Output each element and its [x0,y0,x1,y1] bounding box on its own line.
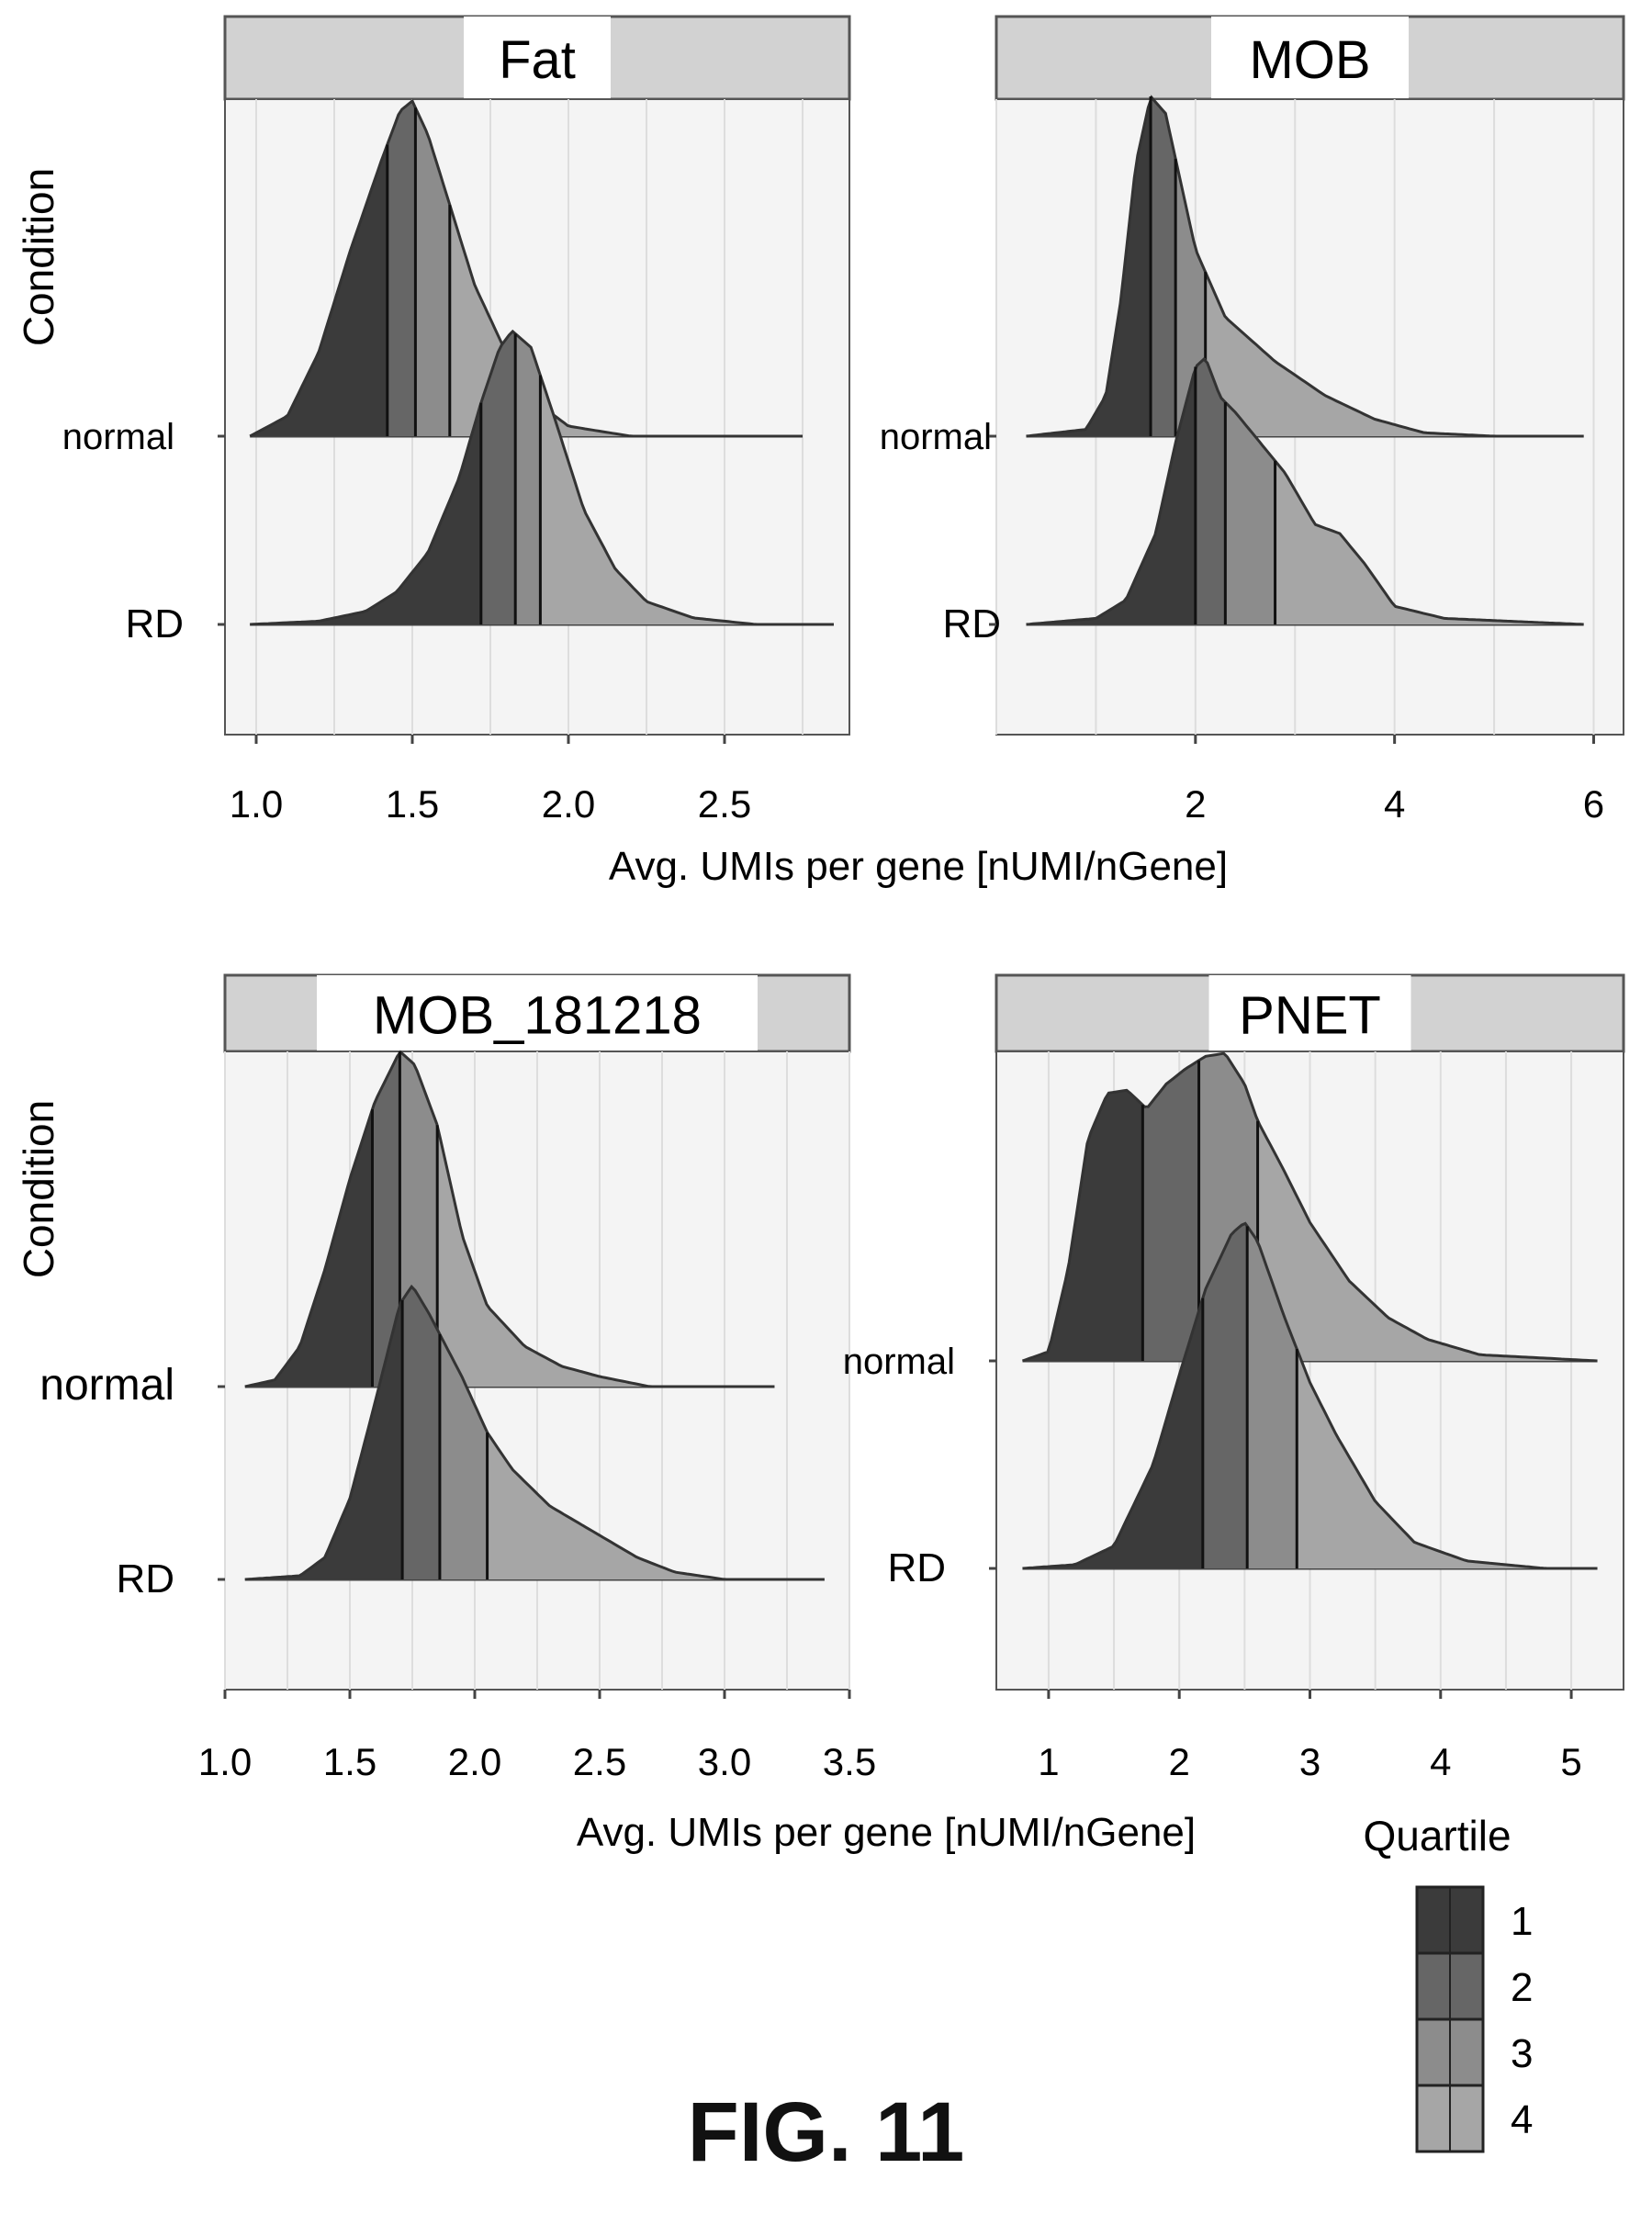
facet-title: MOB_181218 [373,986,702,1046]
quartile-2-area [402,1286,440,1579]
ridge-rd: RD [125,329,834,646]
y-axis-label-bottom: Condition [15,1100,62,1278]
x-tick-label: 1.0 [198,1740,252,1783]
ridge-rd: RD [942,356,1584,646]
panel-pnet: PNET normal RD 1 2 3 4 5 [843,973,1625,1783]
legend-label-4: 4 [1511,2097,1533,2142]
quartile-2-area [387,101,416,437]
density-outline [1026,356,1584,626]
x-tick-label: 2.5 [573,1740,626,1783]
x-tick-label: 2.0 [542,782,595,826]
x-axis-label-top: Avg. UMIs per gene [nUMI/nGene] [609,844,1228,889]
quartile-1-area [1026,366,1196,624]
x-tick-label: 2 [1185,782,1206,826]
x-tick-label: 3.5 [823,1740,876,1783]
x-tick-label: 1.5 [386,782,439,826]
quartile-4-area [1275,460,1584,624]
row-label-normal: normal [843,1342,955,1382]
x-tick-label: 3.0 [698,1740,751,1783]
quartile-1-area [244,1109,373,1387]
facet-title: MOB [1249,30,1370,90]
quartile-3-area [1247,1226,1298,1568]
quartile-2-area [1195,357,1226,624]
quartile-4-area [437,1125,775,1387]
x-tick-label: 2.0 [448,1740,501,1783]
quartile-3-area [439,1333,488,1579]
quartile-1-area [1022,1298,1203,1568]
legend-label-1: 1 [1511,1899,1533,1944]
quartile-4-area [1205,272,1584,436]
ridge-normal: normal [39,1050,775,1410]
facet-title-box [464,17,611,99]
row-label-normal: normal [39,1361,174,1410]
density-outline [1026,95,1584,438]
quartile-4-area [1257,1120,1598,1361]
legend-title: Quartile [1363,1812,1511,1860]
quartile-3-area [515,333,541,624]
row-label-rd: RD [887,1545,946,1590]
quartile-4-area [540,375,834,624]
facet-title-box [1211,17,1409,99]
legend-label-3: 3 [1511,2031,1533,2076]
figure-label: FIG. 11 [687,2085,965,2179]
quartile-2-area [1142,1060,1199,1361]
quartile-1-area [1022,1090,1143,1361]
facet-title-box [1208,975,1411,1051]
x-tick-label: 2 [1169,1740,1190,1783]
x-tick-label: 3 [1299,1740,1320,1783]
facet-title-box [317,975,758,1051]
density-outline [1021,1051,1598,1363]
quartile-3-area [415,107,450,437]
quartile-2-area [1151,96,1176,436]
x-tick-label: 4 [1430,1740,1451,1783]
quartile-2-area [372,1051,400,1387]
row-label-normal: normal [880,417,992,457]
x-tick-label: 1 [1038,1740,1059,1783]
row-label-rd: RD [116,1556,174,1601]
facet-title: Fat [499,30,576,90]
ridge-rd: RD [116,1284,825,1601]
quartile-1-area [250,402,481,624]
quartile-3-area [1225,402,1276,624]
legend: Quartile 1 2 3 4 [1363,1812,1533,2153]
x-tick-label: 4 [1384,782,1405,826]
row-label-normal: normal [62,417,174,457]
x-tick-label: 5 [1560,1740,1581,1783]
quartile-1-area [1026,96,1151,436]
density-outline [244,1050,775,1388]
x-axis-label-bottom: Avg. UMIs per gene [nUMI/nGene] [577,1810,1196,1855]
ridge-rd: RD [887,1221,1598,1590]
quartile-1-area [250,144,388,436]
quartile-2-area [1202,1223,1248,1568]
facet-title: PNET [1239,986,1381,1046]
ridge-normal: normal [843,1051,1598,1382]
x-tick-label: 1.0 [230,782,283,826]
density-outline [244,1284,825,1581]
x-tick-label: 2.5 [698,782,751,826]
quartile-2-area [480,331,516,624]
y-axis-label-top: Condition [15,168,62,346]
legend-label-2: 2 [1511,1965,1533,2010]
density-outline [1022,1221,1598,1570]
x-tick-label: 6 [1583,782,1604,826]
x-tick-label: 1.5 [323,1740,376,1783]
density-outline [250,329,834,626]
row-label-rd: RD [125,601,184,646]
quartile-1-area [244,1300,403,1579]
quartile-4-area [1297,1349,1598,1568]
panel-fat: Fat normal RD 1.0 1.5 2.0 2.5 [62,15,851,826]
quartile-4-area [487,1433,825,1579]
